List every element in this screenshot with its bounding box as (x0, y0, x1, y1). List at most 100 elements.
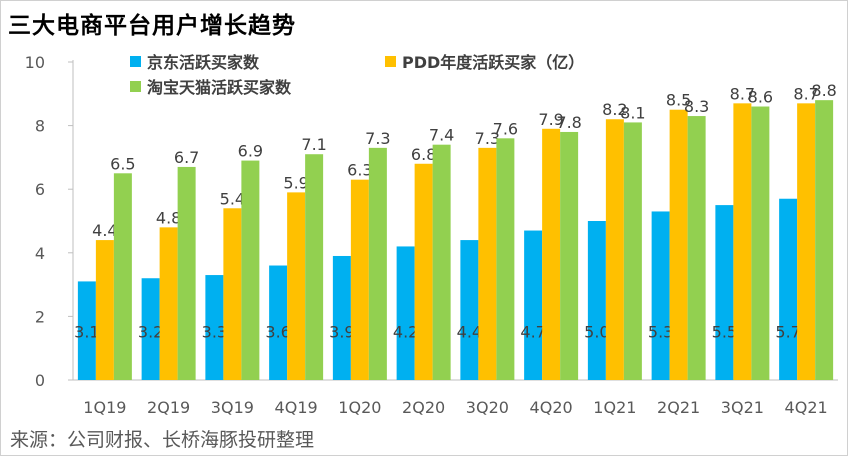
y-tick-label: 4 (35, 244, 45, 263)
data-label: 4.7 (520, 322, 545, 341)
bar-taobao (560, 131, 579, 380)
data-label: 3.3 (202, 322, 227, 341)
bar-pdd (733, 103, 752, 380)
x-tick-label: 3Q19 (211, 398, 254, 417)
data-label: 6.8 (411, 145, 436, 164)
bar-taobao (623, 122, 642, 381)
x-tick-label: 4Q20 (530, 398, 573, 417)
data-label: 7.1 (301, 135, 326, 154)
bar-jd (332, 255, 351, 380)
bar-pdd (414, 163, 433, 380)
data-label: 8.7 (730, 84, 755, 103)
data-label: 4.4 (457, 322, 482, 341)
data-label: 5.5 (712, 322, 737, 341)
x-tick-label: 3Q21 (721, 398, 764, 417)
bar-jd (77, 281, 96, 380)
x-tick-label: 4Q21 (785, 398, 828, 417)
bar-taobao (241, 160, 260, 380)
data-label: 5.3 (648, 322, 673, 341)
bar-jd (524, 230, 543, 380)
x-tick-label: 1Q20 (338, 398, 381, 417)
bar-pdd (159, 227, 178, 380)
x-tick-label: 1Q19 (83, 398, 126, 417)
bar-pdd (287, 192, 306, 380)
bar-taobao (751, 106, 770, 381)
bar-taobao (687, 116, 706, 380)
data-label: 6.3 (347, 161, 372, 180)
data-label: 7.6 (493, 119, 518, 138)
data-label: 7.8 (556, 113, 581, 132)
legend-item-jd: 京东活跃买家数 (130, 49, 259, 73)
bar-taobao (496, 138, 515, 380)
y-tick-label: 6 (35, 180, 45, 199)
y-tick-label: 8 (35, 117, 45, 136)
data-label: 6.7 (174, 148, 199, 167)
bar-jd (779, 198, 798, 380)
data-label: 5.9 (283, 173, 308, 192)
bar-taobao (815, 100, 834, 380)
data-label: 7.9 (538, 110, 563, 129)
x-tick-label: 2Q21 (657, 398, 700, 417)
y-tick-label: 0 (35, 371, 45, 390)
data-label: 3.2 (138, 322, 163, 341)
bar-jd (141, 278, 160, 380)
x-tick-label: 1Q21 (593, 398, 636, 417)
legend-item-taobao: 淘宝天猫活跃买家数 (130, 74, 291, 98)
data-label: 7.3 (365, 129, 390, 148)
bar-pdd (542, 128, 561, 380)
x-tick-label: 2Q19 (147, 398, 190, 417)
x-tick-label: 3Q20 (466, 398, 509, 417)
data-label: 6.5 (110, 154, 135, 173)
data-label: 7.3 (475, 129, 500, 148)
data-label: 8.1 (620, 103, 645, 122)
source-note: 来源：公司财报、长桥海豚投研整理 (10, 429, 315, 451)
data-label: 8.2 (602, 100, 627, 119)
data-label: 4.2 (393, 322, 418, 341)
data-label: 7.4 (429, 126, 454, 145)
bar-pdd (478, 147, 497, 380)
bar-pdd (669, 109, 688, 380)
data-label: 4.8 (156, 208, 181, 227)
data-label: 3.1 (74, 322, 99, 341)
legend-swatch-pdd (385, 55, 396, 67)
bar-taobao (368, 147, 387, 380)
legend-item-pdd: PDD年度活跃买家（亿） (385, 49, 584, 73)
bar-pdd (223, 208, 242, 380)
data-label: 8.3 (684, 97, 709, 116)
bar-pdd (797, 103, 816, 380)
bar-taobao (177, 166, 196, 380)
data-label: 3.6 (265, 322, 290, 341)
legend-label-pdd: PDD年度活跃买家（亿） (402, 53, 585, 72)
y-tick-label: 2 (35, 307, 45, 326)
chart-title: 三大电商平台用户增长趋势 (8, 13, 296, 39)
bar-jd (715, 205, 734, 380)
legend-swatch-taobao (130, 80, 141, 92)
bar-jd (269, 265, 288, 380)
bar-jd (460, 240, 479, 380)
legend-label-taobao: 淘宝天猫活跃买家数 (147, 78, 292, 97)
legend-label-jd: 京东活跃买家数 (147, 53, 260, 72)
bar-pdd (95, 240, 114, 380)
data-label: 8.6 (748, 88, 773, 107)
data-label: 8.8 (811, 81, 836, 100)
data-label: 5.0 (584, 322, 609, 341)
bar-jd (396, 246, 415, 380)
y-tick-label: 10 (25, 53, 45, 72)
data-label: 4.4 (92, 221, 117, 240)
data-label: 8.5 (666, 91, 691, 110)
bar-jd (651, 211, 670, 380)
bar-pdd (350, 179, 369, 380)
bar-pdd (605, 119, 624, 381)
bar-jd (205, 275, 224, 380)
data-label: 3.9 (329, 322, 354, 341)
data-label: 5.7 (775, 322, 800, 341)
bar-jd (587, 221, 606, 380)
legend-swatch-jd (130, 55, 141, 67)
bar-taobao (432, 144, 451, 380)
data-label: 8.7 (793, 84, 818, 103)
data-label: 6.9 (238, 142, 263, 161)
x-tick-label: 2Q20 (402, 398, 445, 417)
bar-taobao (305, 154, 324, 380)
data-label: 5.4 (220, 189, 245, 208)
